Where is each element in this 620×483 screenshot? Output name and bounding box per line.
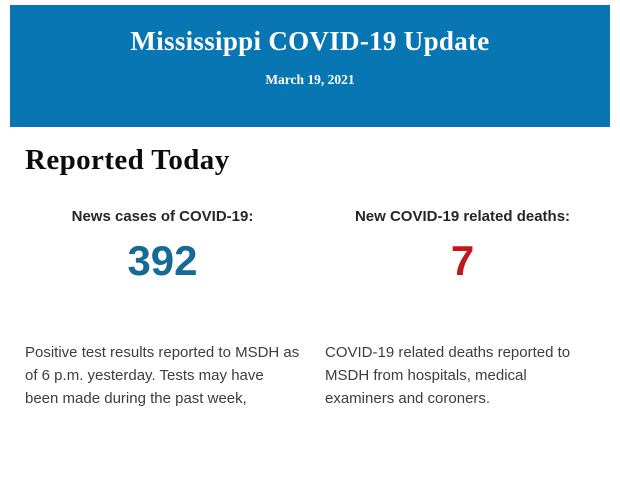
header-banner: Mississippi COVID-19 Update March 19, 20… (10, 5, 610, 127)
deaths-value: 7 (450, 237, 475, 284)
banner-title: Mississippi COVID-19 Update (130, 26, 490, 56)
section-heading: Reported Today (25, 144, 230, 176)
cases-description: Positive test results reported to MSDH a… (25, 344, 300, 407)
stat-column-deaths: New COVID-19 related deaths: 7 COVID-19 … (325, 208, 600, 410)
deaths-label: New COVID-19 related deaths: (354, 208, 571, 225)
deaths-description: COVID-19 related deaths reported to MSDH… (325, 344, 571, 407)
stat-column-cases: News cases of COVID-19: 392 Positive tes… (25, 208, 300, 410)
stats-row: News cases of COVID-19: 392 Positive tes… (25, 208, 600, 410)
cases-value: 392 (127, 237, 198, 284)
report-content: Reported Today News cases of COVID-19: 3… (25, 127, 600, 410)
cases-label: News cases of COVID-19: (71, 208, 254, 225)
banner-date: March 19, 2021 (265, 72, 355, 87)
